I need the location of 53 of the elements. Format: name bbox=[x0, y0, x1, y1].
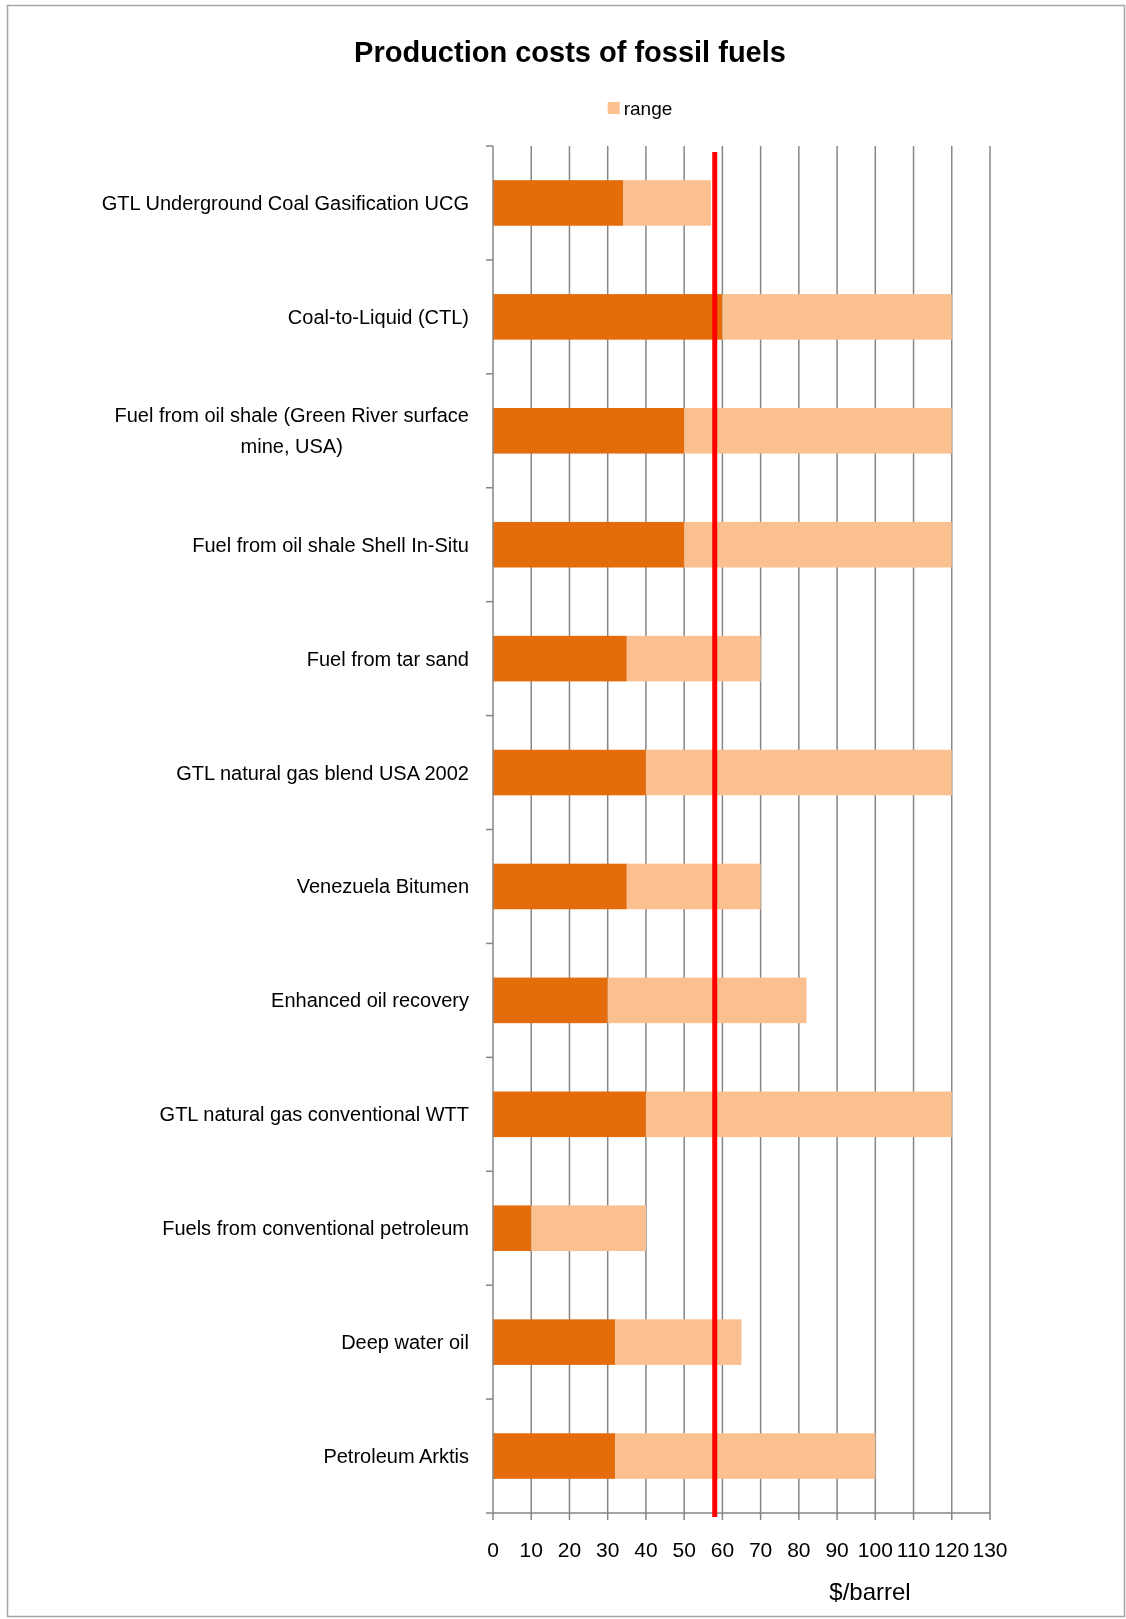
x-tick-label: 10 bbox=[519, 1538, 543, 1561]
x-tick-label: 90 bbox=[825, 1538, 849, 1561]
bar bbox=[493, 635, 627, 682]
bar bbox=[493, 1433, 616, 1479]
bar bbox=[607, 977, 807, 1024]
bar bbox=[493, 180, 623, 226]
x-tick-label: 30 bbox=[596, 1538, 620, 1561]
bar bbox=[493, 521, 685, 568]
bar bbox=[684, 408, 952, 454]
y-tick-label: Deep water oil bbox=[341, 1331, 469, 1354]
x-tick-label: 40 bbox=[634, 1538, 658, 1561]
x-axis-title: $/barrel bbox=[829, 1578, 911, 1605]
bar bbox=[531, 1205, 646, 1251]
x-tick-label: 120 bbox=[934, 1538, 970, 1561]
bar bbox=[615, 1433, 876, 1479]
x-tick-label: 0 bbox=[487, 1538, 499, 1561]
legend-label: range bbox=[623, 98, 673, 119]
y-tick-label: GTL natural gas blend USA 2002 bbox=[176, 761, 469, 784]
bar bbox=[626, 635, 761, 682]
x-tick-label: 60 bbox=[710, 1538, 735, 1561]
x-tick-label: 100 bbox=[857, 1538, 893, 1561]
bar bbox=[493, 1319, 616, 1365]
bar bbox=[684, 521, 952, 568]
y-tick-label: Enhanced oil recovery bbox=[271, 989, 469, 1012]
x-tick-label: 50 bbox=[672, 1538, 696, 1561]
bar bbox=[722, 294, 952, 340]
x-tick-label: 20 bbox=[557, 1538, 582, 1561]
x-tick-label: 130 bbox=[972, 1538, 1008, 1561]
x-tick-label: 80 bbox=[787, 1538, 811, 1561]
bar bbox=[493, 294, 723, 340]
y-tick-label: Fuel from oil shale (Green River surface mine, USA) bbox=[114, 404, 469, 458]
y-tick-label: GTL Underground Coal Gasification UCG bbox=[101, 191, 469, 214]
y-tick-label: Fuel from oil shale Shell In-Situ bbox=[192, 533, 469, 556]
y-tick-label: Petroleum Arktis bbox=[323, 1445, 469, 1468]
bar bbox=[493, 1205, 532, 1251]
bar bbox=[493, 749, 646, 796]
bar bbox=[493, 408, 685, 454]
x-tick-label: 70 bbox=[748, 1538, 773, 1561]
bar bbox=[622, 180, 711, 226]
bar bbox=[615, 1319, 742, 1365]
bar bbox=[626, 863, 761, 910]
chart-title: Production costs of fossil fuels bbox=[354, 36, 786, 68]
y-tick-label: Fuel from tar sand bbox=[306, 647, 469, 670]
bar bbox=[493, 1091, 646, 1138]
x-tick-label: 110 bbox=[896, 1538, 931, 1561]
bar bbox=[493, 863, 627, 910]
bar bbox=[493, 977, 608, 1024]
y-tick-label: GTL natural gas conventional WTT bbox=[159, 1103, 469, 1126]
y-tick-label: Fuels from conventional petroleum bbox=[162, 1217, 469, 1240]
y-tick-label: Venezuela Bitumen bbox=[296, 875, 469, 898]
bar bbox=[645, 1091, 952, 1138]
y-tick-label: Coal-to-Liquid (CTL) bbox=[287, 305, 469, 328]
bar bbox=[645, 749, 952, 796]
